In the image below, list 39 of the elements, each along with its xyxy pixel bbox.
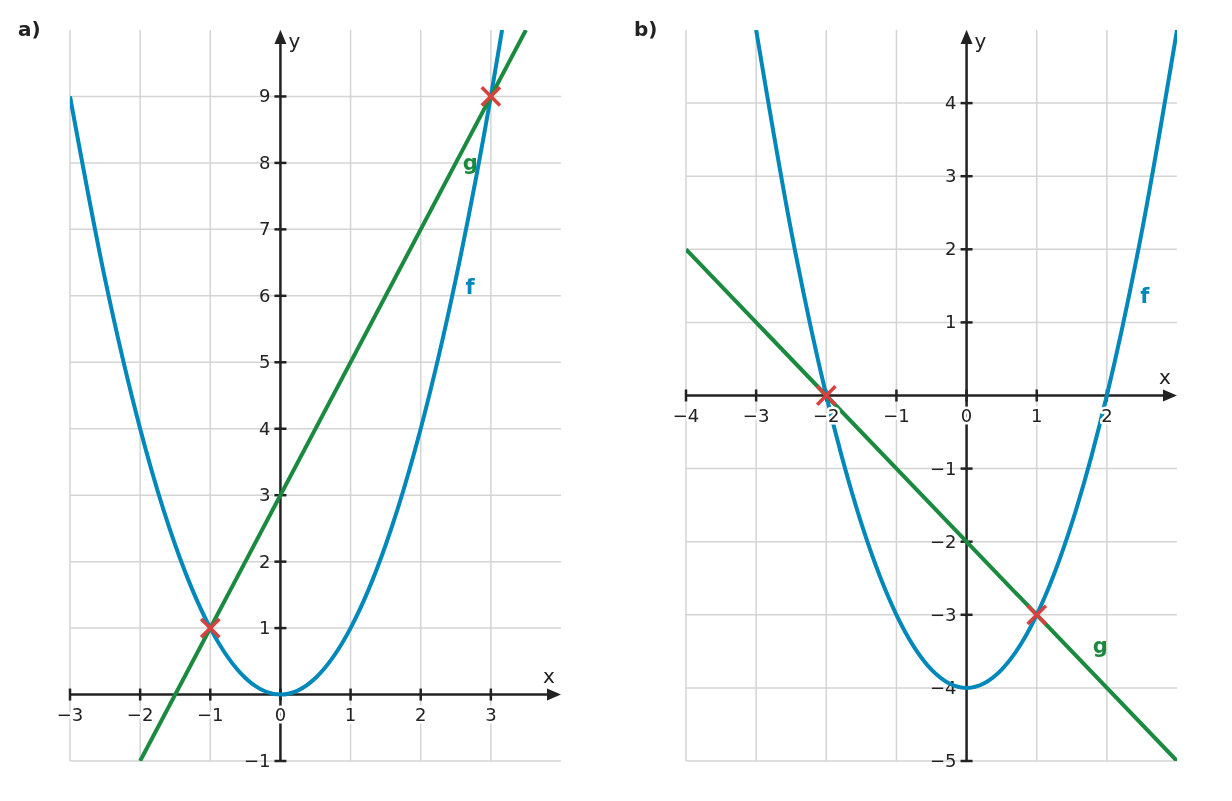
x-tick-label: −1	[883, 404, 910, 426]
x-tick-label: −4	[672, 404, 700, 426]
x-tick-label: −3	[56, 703, 84, 725]
y-axis-title: y	[288, 29, 301, 53]
y-tick-label: −5	[930, 750, 957, 771]
y-tick-label: 2	[945, 238, 957, 260]
y-tick-label: −3	[930, 603, 957, 625]
y-tick-label: 3	[258, 484, 271, 506]
x-tick-label: −1	[197, 703, 224, 725]
x-axis-title: x	[1159, 364, 1172, 389]
y-tick-label: 7	[258, 218, 271, 240]
y-tick-label: 2	[258, 550, 271, 572]
x-tick-label: 1	[344, 703, 357, 725]
y-tick-label: −2	[930, 530, 957, 552]
y-tick-label: 4	[258, 417, 271, 439]
series-label: f	[465, 274, 476, 299]
x-axis-title: x	[543, 663, 556, 688]
y-tick-label: 8	[258, 151, 271, 173]
series-label: g	[462, 151, 478, 176]
y-tick-label: 4	[945, 92, 957, 114]
x-tick-label: −3	[742, 404, 770, 426]
y-tick-label: 9	[258, 85, 271, 107]
chart-title: b)	[634, 17, 658, 41]
y-axis-title: y	[974, 29, 987, 53]
y-tick-label: 5	[258, 351, 271, 373]
chart-title: a)	[18, 17, 41, 41]
series-label: f	[1140, 283, 1151, 308]
y-tick-label: 1	[258, 617, 271, 639]
y-tick-label: 1	[945, 311, 957, 333]
x-tick-label: 3	[485, 703, 497, 725]
y-tick-label: −1	[930, 457, 957, 479]
y-tick-label: −1	[243, 750, 271, 771]
x-tick-label: 1	[1030, 404, 1043, 426]
series-label: g	[1092, 633, 1108, 658]
line-series	[70, 30, 505, 697]
y-tick-label: 3	[945, 165, 957, 187]
x-tick-label: −2	[126, 703, 154, 725]
y-tick-label: 6	[258, 284, 271, 306]
x-tick-label: 2	[414, 703, 427, 725]
